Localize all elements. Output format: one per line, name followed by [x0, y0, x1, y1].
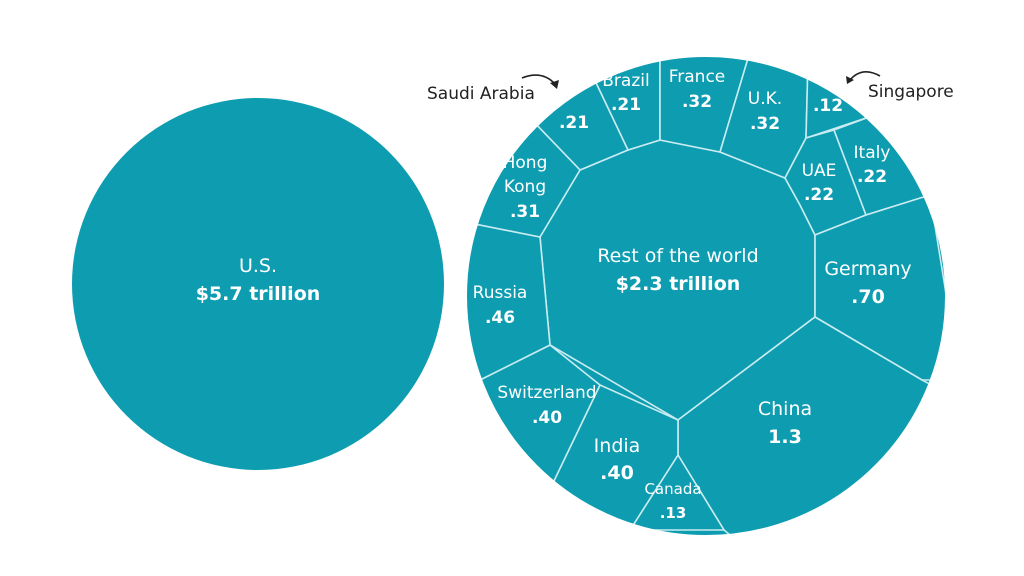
italy-value: .22 — [857, 167, 887, 187]
us-circle — [72, 98, 444, 470]
switzerland-value: .40 — [532, 408, 562, 428]
singapore-value: .12 — [813, 96, 843, 116]
saudi-value: .21 — [559, 113, 589, 133]
france-label: France — [669, 67, 726, 87]
singapore-arrow-icon — [849, 71, 881, 81]
france-value: .32 — [682, 92, 712, 112]
hongkong-label-line2: Kong — [504, 177, 546, 197]
saudi-arabia-annotation: Saudi Arabia — [427, 84, 535, 104]
canada-label: Canada — [644, 480, 701, 498]
russia-value: .46 — [485, 308, 515, 328]
brazil-label: Brazil — [602, 71, 649, 91]
hongkong-label-line1: Hong — [503, 153, 548, 173]
china-label: China — [758, 398, 812, 420]
india-value: .40 — [600, 462, 634, 484]
rest-value: $2.3 trillion — [616, 273, 741, 295]
singapore-annotation: Singapore — [868, 82, 954, 102]
saudi-arrowhead-icon — [550, 80, 559, 89]
rest-label: Rest of the world — [597, 245, 758, 267]
singapore-arrowhead-icon — [846, 76, 854, 84]
germany-label: Germany — [824, 258, 911, 280]
switzerland-label: Switzerland — [497, 383, 596, 403]
china-value: 1.3 — [768, 426, 802, 448]
russia-label: Russia — [473, 283, 528, 303]
india-label: India — [594, 435, 641, 457]
us-value: $5.7 trillion — [196, 283, 321, 305]
germany-value: .70 — [851, 286, 885, 308]
hongkong-value: .31 — [510, 202, 540, 222]
rest-circle-edge — [465, 55, 947, 537]
uk-label: U.K. — [748, 89, 782, 109]
saudi-arrow-icon — [521, 74, 556, 85]
italy-label: Italy — [854, 143, 891, 163]
uk-value: .32 — [750, 114, 780, 134]
us-label: U.S. — [239, 255, 277, 277]
brazil-value: .21 — [611, 95, 641, 115]
canada-value: .13 — [660, 504, 687, 522]
uae-label: UAE — [802, 161, 837, 181]
uae-value: .22 — [804, 185, 834, 205]
